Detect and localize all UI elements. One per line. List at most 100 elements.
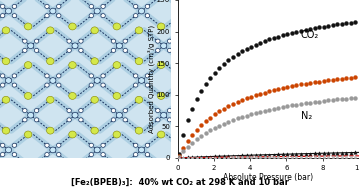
Circle shape [101, 74, 105, 78]
Circle shape [178, 153, 182, 157]
Circle shape [134, 14, 138, 18]
Circle shape [0, 74, 5, 78]
Circle shape [200, 39, 204, 43]
Circle shape [101, 14, 105, 18]
Circle shape [190, 74, 194, 78]
Circle shape [47, 96, 54, 103]
Text: N₂: N₂ [301, 111, 312, 121]
Circle shape [155, 48, 160, 52]
Circle shape [69, 23, 76, 30]
Circle shape [167, 187, 172, 189]
Circle shape [190, 14, 194, 18]
Circle shape [23, 187, 27, 189]
Circle shape [101, 153, 105, 157]
Circle shape [34, 118, 39, 122]
Circle shape [190, 143, 194, 147]
Circle shape [111, 118, 116, 122]
Circle shape [145, 4, 150, 9]
Circle shape [34, 48, 39, 52]
Text: CO₂: CO₂ [301, 30, 319, 40]
Circle shape [116, 112, 122, 118]
Circle shape [200, 178, 204, 182]
Circle shape [135, 58, 143, 65]
Circle shape [91, 58, 98, 65]
Circle shape [190, 83, 194, 87]
Circle shape [139, 78, 145, 83]
Circle shape [24, 92, 32, 99]
Circle shape [79, 39, 83, 43]
Circle shape [123, 108, 127, 113]
Circle shape [157, 92, 165, 99]
Circle shape [5, 78, 11, 83]
Circle shape [94, 8, 100, 14]
Circle shape [12, 143, 17, 147]
Circle shape [56, 14, 61, 18]
Circle shape [178, 143, 182, 147]
Circle shape [200, 48, 204, 52]
Circle shape [67, 48, 71, 52]
Circle shape [47, 127, 54, 134]
Circle shape [157, 62, 165, 69]
Circle shape [155, 39, 160, 43]
Circle shape [178, 4, 182, 9]
Circle shape [47, 27, 54, 34]
Circle shape [155, 187, 160, 189]
Circle shape [89, 83, 94, 87]
Circle shape [111, 178, 116, 182]
Text: [Fe₂(BPEB)₃]:  40% wt CO₂ at 298 K and 10 bar: [Fe₂(BPEB)₃]: 40% wt CO₂ at 298 K and 10… [71, 178, 288, 187]
Circle shape [178, 14, 182, 18]
Circle shape [113, 62, 121, 69]
Circle shape [72, 43, 78, 49]
Circle shape [91, 96, 98, 103]
Circle shape [123, 118, 127, 122]
Circle shape [28, 182, 34, 187]
Circle shape [94, 78, 100, 83]
Circle shape [45, 143, 49, 147]
Circle shape [69, 92, 76, 99]
Circle shape [12, 4, 17, 9]
Circle shape [28, 43, 34, 49]
Circle shape [145, 153, 150, 157]
Circle shape [12, 74, 17, 78]
Circle shape [45, 74, 49, 78]
Circle shape [69, 131, 76, 138]
Circle shape [205, 43, 211, 49]
Circle shape [135, 27, 143, 34]
Circle shape [0, 14, 5, 18]
Circle shape [212, 108, 216, 113]
Circle shape [145, 74, 150, 78]
Circle shape [12, 83, 17, 87]
Circle shape [89, 4, 94, 9]
Circle shape [200, 118, 204, 122]
Circle shape [178, 74, 182, 78]
Circle shape [167, 48, 172, 52]
Circle shape [34, 178, 39, 182]
Circle shape [0, 153, 5, 157]
Circle shape [23, 108, 27, 113]
Circle shape [205, 112, 211, 118]
Circle shape [167, 108, 172, 113]
Circle shape [113, 92, 121, 99]
Circle shape [5, 8, 11, 14]
Circle shape [212, 178, 216, 182]
Circle shape [89, 74, 94, 78]
Circle shape [24, 23, 32, 30]
Circle shape [134, 83, 138, 87]
Circle shape [155, 108, 160, 113]
Circle shape [123, 48, 127, 52]
Circle shape [0, 4, 5, 9]
Circle shape [123, 187, 127, 189]
Circle shape [56, 74, 61, 78]
Circle shape [45, 14, 49, 18]
Circle shape [2, 127, 10, 134]
Circle shape [23, 178, 27, 182]
Circle shape [101, 83, 105, 87]
Circle shape [155, 178, 160, 182]
Circle shape [135, 96, 143, 103]
Circle shape [91, 27, 98, 34]
Circle shape [111, 48, 116, 52]
Circle shape [50, 78, 56, 83]
Circle shape [67, 178, 71, 182]
Circle shape [123, 178, 127, 182]
Y-axis label: Adsorbed Quantity (cm³/g STP): Adsorbed Quantity (cm³/g STP) [148, 25, 155, 133]
